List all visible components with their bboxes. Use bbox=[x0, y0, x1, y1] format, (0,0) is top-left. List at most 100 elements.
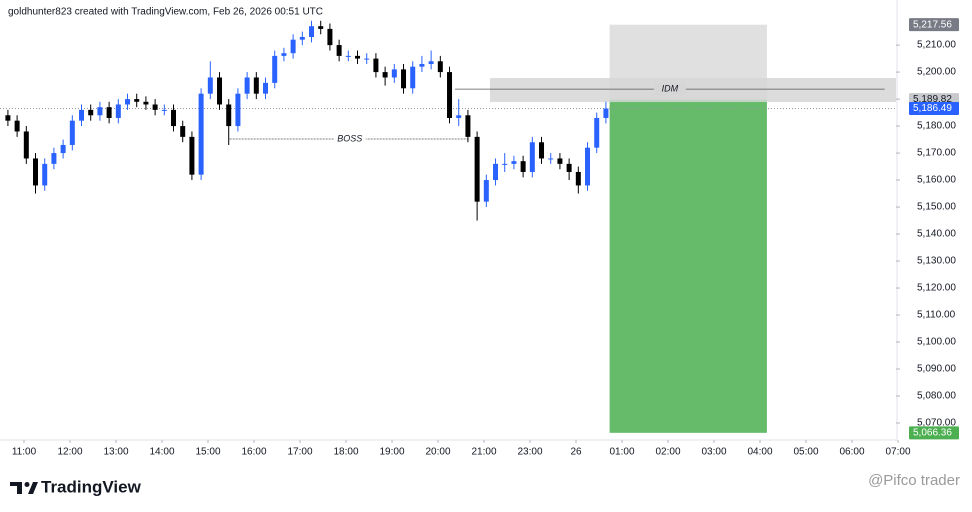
x-tick-label: 02:00 bbox=[656, 447, 681, 458]
x-tick-label: 26 bbox=[570, 447, 582, 458]
candle-body bbox=[152, 104, 158, 110]
candle-body bbox=[33, 158, 39, 186]
watermark: @Pifco trader bbox=[868, 472, 960, 489]
x-tick-label: 15:00 bbox=[195, 447, 220, 458]
candle-body bbox=[171, 109, 177, 127]
candle-body bbox=[401, 69, 407, 89]
brand-name: TradingView bbox=[41, 477, 142, 496]
price-label: 5,066.36 bbox=[913, 427, 952, 438]
price-label-bg bbox=[909, 18, 959, 32]
y-tick-label: 5,160.00 bbox=[917, 175, 956, 186]
y-tick-label: 5,110.00 bbox=[917, 310, 956, 321]
candle-body bbox=[428, 61, 434, 64]
candle-body bbox=[42, 163, 48, 186]
candle-body bbox=[373, 58, 379, 73]
x-tick-label: 01:00 bbox=[610, 447, 635, 458]
x-tick-label: 12:00 bbox=[57, 447, 82, 458]
candle-body bbox=[483, 180, 489, 202]
candle-body bbox=[299, 36, 305, 40]
candle-body bbox=[327, 28, 333, 46]
candle-body bbox=[226, 104, 232, 127]
candle-body bbox=[548, 158, 554, 160]
candle-body bbox=[180, 126, 186, 137]
y-tick-label: 5,070.00 bbox=[917, 418, 956, 429]
candle-body bbox=[539, 142, 545, 159]
candle-body bbox=[520, 161, 526, 172]
target-zone bbox=[609, 99, 767, 433]
candle-body bbox=[355, 55, 361, 59]
candle-body bbox=[189, 136, 195, 175]
y-tick-label: 5,080.00 bbox=[917, 391, 956, 402]
candle-body bbox=[198, 93, 204, 175]
x-tick-label: 07:00 bbox=[886, 447, 911, 458]
candle-body bbox=[244, 77, 250, 94]
candle-body bbox=[235, 93, 241, 127]
candle-body bbox=[161, 109, 167, 111]
candle-body bbox=[585, 147, 591, 186]
x-tick-label: 19:00 bbox=[380, 447, 405, 458]
candle-body bbox=[594, 117, 600, 148]
x-tick-label: 13:00 bbox=[103, 447, 128, 458]
candle-body bbox=[263, 82, 269, 94]
candle-body bbox=[529, 142, 535, 172]
candle-body bbox=[14, 120, 20, 132]
candle-body bbox=[419, 63, 425, 67]
candle-body bbox=[290, 39, 296, 54]
x-tick-label: 20:00 bbox=[426, 447, 451, 458]
y-tick-label: 5,170.00 bbox=[917, 148, 956, 159]
y-tick-label: 5,140.00 bbox=[917, 229, 956, 240]
chart-title: goldhunter823 created with TradingView.c… bbox=[8, 7, 323, 18]
candle-body bbox=[217, 77, 223, 105]
x-tick-label: 23:00 bbox=[518, 447, 543, 458]
candle-body bbox=[336, 45, 342, 56]
candle-body bbox=[318, 26, 324, 29]
y-tick-label: 5,120.00 bbox=[917, 283, 956, 294]
candle-body bbox=[106, 107, 112, 118]
x-tick-label: 18:00 bbox=[334, 447, 359, 458]
candle-body bbox=[281, 53, 287, 56]
candle-body bbox=[465, 115, 471, 137]
candle-body bbox=[557, 158, 563, 164]
y-tick-label: 5,150.00 bbox=[917, 202, 956, 213]
candle-body bbox=[493, 163, 499, 181]
candle-body bbox=[253, 77, 259, 94]
y-tick-label: 5,200.00 bbox=[917, 67, 956, 78]
candle-body bbox=[575, 171, 581, 186]
price-label-bg bbox=[909, 102, 959, 116]
candle-body bbox=[115, 104, 121, 118]
y-tick-label: 5,130.00 bbox=[917, 256, 956, 267]
candle-body bbox=[502, 163, 508, 165]
candle-body bbox=[410, 66, 416, 89]
candle-body bbox=[69, 120, 75, 145]
x-tick-label: 16:00 bbox=[241, 447, 266, 458]
candle-body bbox=[447, 72, 453, 118]
y-tick-label: 5,100.00 bbox=[917, 337, 956, 348]
candle-body bbox=[23, 131, 29, 159]
idm-zone bbox=[489, 78, 896, 103]
candle-body bbox=[309, 26, 315, 37]
candle-body bbox=[51, 153, 57, 164]
annotation-label: BOSS bbox=[337, 133, 362, 143]
annotation-label: IDM bbox=[662, 83, 679, 93]
candle-body bbox=[79, 109, 85, 121]
candle-body bbox=[60, 144, 66, 154]
candle-body bbox=[143, 101, 149, 105]
x-tick-label: 17:00 bbox=[288, 447, 313, 458]
price-label-bg bbox=[909, 426, 959, 440]
annotation-bg bbox=[653, 83, 686, 96]
candle-body bbox=[456, 115, 462, 118]
x-tick-label: 06:00 bbox=[840, 447, 865, 458]
candle-body bbox=[603, 108, 609, 118]
x-tick-label: 14:00 bbox=[149, 447, 174, 458]
y-tick-label: 5,210.00 bbox=[917, 40, 956, 51]
candle-body bbox=[88, 109, 94, 116]
candle-body bbox=[364, 58, 370, 60]
candle-body bbox=[207, 77, 213, 94]
annotation-bg bbox=[333, 133, 366, 146]
price-label: 5,189.82 bbox=[913, 94, 952, 105]
x-tick-label: 04:00 bbox=[748, 447, 773, 458]
candle-body bbox=[437, 61, 443, 73]
candle-body bbox=[382, 72, 388, 78]
x-tick-label: 05:00 bbox=[794, 447, 819, 458]
